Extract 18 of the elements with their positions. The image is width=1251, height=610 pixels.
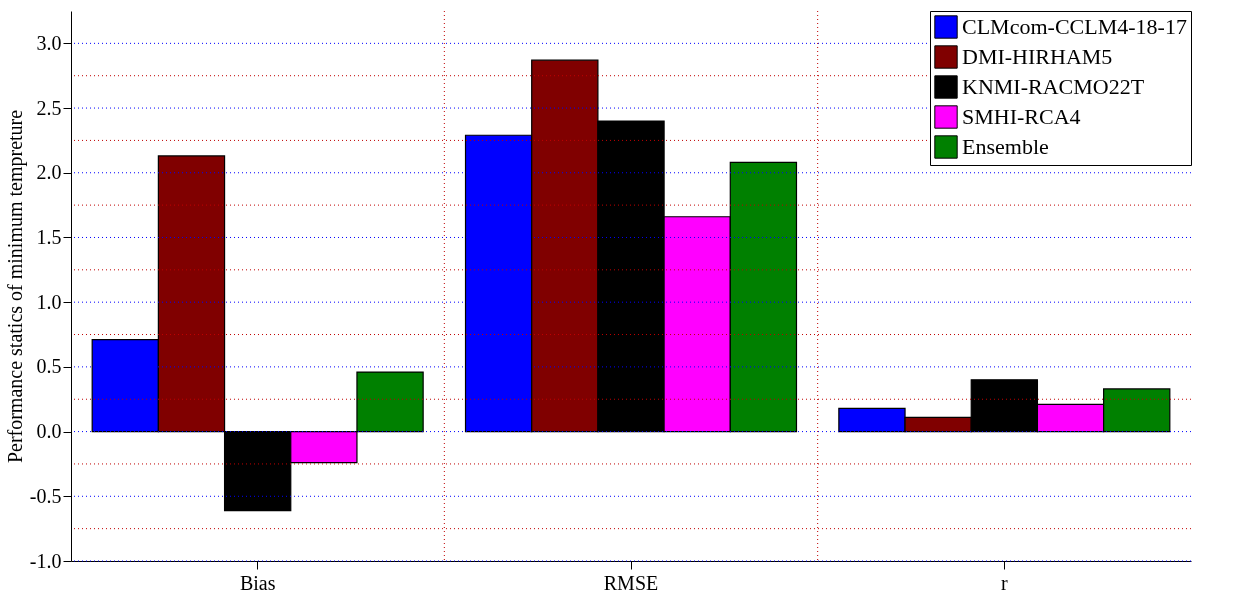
y-tick-label: 2.0	[36, 161, 62, 184]
legend-label: SMHI-RCA4	[962, 104, 1081, 129]
x-tick-label: r	[1001, 571, 1008, 594]
y-axis-title: Performance statics of minimum tempreture	[3, 109, 27, 464]
y-tick-label: -1.0	[29, 549, 62, 572]
y-tick-label: 0.5	[36, 355, 62, 378]
legend-label: CLMcom-CCLM4-18-17	[962, 14, 1187, 39]
x-tick-label: Bias	[239, 571, 276, 594]
legend-label: Ensemble	[962, 134, 1049, 159]
y-tick-label: 2.5	[36, 96, 62, 119]
y-tick-label: 0.0	[36, 420, 62, 443]
y-tick-label: 1.5	[36, 225, 62, 248]
legend-label: DMI-HIRHAM5	[962, 44, 1113, 69]
x-tick-label: RMSE	[603, 571, 659, 594]
y-tick-label: -0.5	[29, 484, 62, 507]
y-tick-label: 3.0	[36, 31, 62, 54]
y-tick-label: 1.0	[36, 290, 62, 313]
legend-label: KNMI-RACMO22T	[962, 74, 1145, 99]
